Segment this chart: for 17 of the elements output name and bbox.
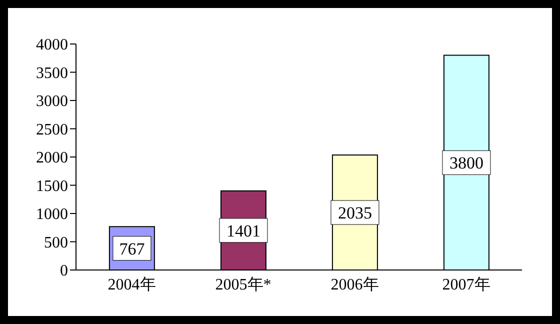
y-tick-label: 2500 [36,121,68,138]
y-tick-label: 1500 [36,178,68,195]
y-tick-label: 3000 [36,93,68,110]
y-tick-label: 2000 [36,150,68,167]
data-label: 767 [119,239,146,258]
y-tick-label: 3500 [36,64,68,82]
x-tick-label: 2005年* [215,276,272,294]
y-tick-label: 1000 [36,206,68,224]
x-tick-label: 2007年 [442,276,490,294]
y-tick-label: 500 [44,234,68,252]
y-tick-label: 4000 [36,36,68,54]
y-tick-label: 0 [60,262,68,280]
x-tick-label: 2004年 [108,276,156,294]
x-tick-label: 2006年 [330,276,379,294]
data-label: 3800 [449,154,484,173]
data-label: 1401 [226,221,260,240]
data-label: 2035 [338,204,372,223]
